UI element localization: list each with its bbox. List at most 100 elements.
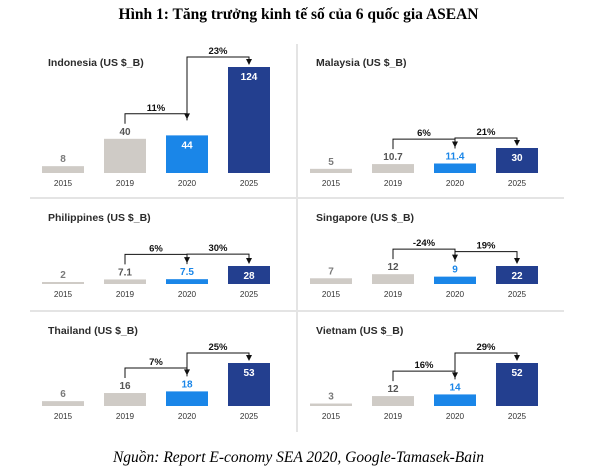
value-label-2015: 6 [60,389,66,400]
philippines-chart-svg: Philippines (US $_B) 2 2015 7.1 2019 7.5 2020 2… [42,212,270,299]
value-label-2020: 18 [181,379,193,390]
bar-2020 [166,391,208,406]
panel-singapore: Singapore (US $_B) 7 2015 12 2019 9 2020 22 2025… [298,199,564,310]
panel-title: Philippines (US $_B) [48,212,151,224]
value-label-2019: 12 [387,262,399,273]
growth-label: 30% [208,243,228,254]
value-label-2025: 22 [511,271,523,282]
growth-callout-2020-2025: 21% [454,127,520,149]
bar-2020 [434,276,476,284]
bar-2025 [496,266,538,284]
value-label-2015: 3 [328,392,334,403]
growth-callout-2019-2020: 6% [124,243,190,265]
growth-callout-2019-2020: -24% [392,238,458,261]
value-label-2025: 124 [241,72,258,83]
bar-2019 [372,164,414,173]
tick-label-2019: 2019 [116,179,135,188]
value-label-2019: 40 [119,127,131,138]
growth-callout-2019-2020: 7% [124,357,190,379]
bar-2025 [228,363,270,406]
growth-label: 7% [149,357,163,368]
growth-label: 6% [149,243,163,254]
chart-grid: Indonesia (US $_B) 8 2015 40 2019 44 2020 124 20… [30,44,564,432]
tick-label-2025: 2025 [240,412,259,421]
growth-bracket [454,137,518,149]
growth-callout-2019-2020: 6% [392,128,458,150]
value-label-2020: 14 [449,382,461,393]
panel-title: Thailand (US $_B) [48,325,138,337]
growth-label: 21% [476,127,496,138]
bar-2025 [228,67,270,173]
panel-philippines: Philippines (US $_B) 2 2015 7.1 2019 7.5 2020 2… [30,199,296,310]
value-label-2025: 53 [243,368,255,379]
growth-bracket [454,251,518,262]
figure-title: Hình 1: Tăng trưởng kinh tế số của 6 quố… [118,6,479,23]
bar-2025 [228,266,270,284]
value-label-2019: 12 [387,384,399,395]
tick-label-2020: 2020 [178,290,197,299]
bar-2015 [310,168,352,173]
bar-2020 [434,394,476,406]
bar-2015 [42,166,84,173]
value-label-2015: 7 [328,266,334,277]
bar-2019 [104,393,146,406]
tick-label-2015: 2015 [54,290,73,299]
bar-2019 [372,396,414,406]
value-label-2020: 9 [452,265,458,276]
tick-label-2019: 2019 [384,290,403,299]
tick-label-2025: 2025 [240,179,259,188]
panel-title: Vietnam (US $_B) [316,325,403,337]
value-label-2020: 44 [181,140,193,151]
tick-label-2020: 2020 [178,412,197,421]
tick-label-2025: 2025 [240,290,259,299]
growth-callout-2019-2020: 16% [392,360,458,382]
value-label-2019: 10.7 [383,152,403,163]
tick-label-2025: 2025 [508,179,527,188]
tick-label-2020: 2020 [446,179,465,188]
growth-callout-2020-2025: 19% [454,241,520,264]
bar-2020 [434,163,476,173]
tick-label-2019: 2019 [116,412,135,421]
growth-callout-2020-2025: 29% [454,342,520,380]
bar-2020 [166,135,208,173]
tick-label-2015: 2015 [54,412,73,421]
value-label-2019: 16 [119,381,131,392]
growth-bracket [124,367,188,379]
tick-label-2015: 2015 [322,412,341,421]
growth-label: 19% [476,241,496,252]
tick-label-2019: 2019 [384,412,403,421]
growth-label: 16% [414,360,434,371]
growth-arrowhead [514,258,520,264]
tick-label-2020: 2020 [446,412,465,421]
panel-title: Indonesia (US $_B) [48,57,144,69]
value-label-2025: 28 [243,271,255,282]
growth-arrowhead [514,355,520,361]
growth-callout-2020-2025: 25% [186,342,252,377]
tick-label-2025: 2025 [508,290,527,299]
tick-label-2025: 2025 [508,412,527,421]
growth-arrowhead [246,258,252,264]
value-label-2015: 2 [60,270,66,281]
thailand-chart-svg: Thailand (US $_B) 6 2015 16 2019 18 2020 53 2025… [42,325,270,421]
growth-bracket [186,253,250,265]
indonesia-chart-svg: Indonesia (US $_B) 8 2015 40 2019 44 2020 124 20… [42,46,270,188]
value-label-2025: 30 [511,153,523,164]
tick-label-2019: 2019 [384,179,403,188]
malaysia-chart-svg: Malaysia (US $_B) 5 2015 10.7 2019 11.4 2020 30… [310,57,538,188]
bar-2025 [496,363,538,406]
panel-indonesia: Indonesia (US $_B) 8 2015 40 2019 44 2020 124 20… [30,44,296,197]
growth-label: 6% [417,128,431,139]
figure-source: Nguồn: Report E-conomy SEA 2020, Google-… [112,449,485,466]
growth-bracket [124,113,188,124]
panel-malaysia: Malaysia (US $_B) 5 2015 10.7 2019 11.4 2020 30… [298,44,564,197]
value-label-2025: 52 [511,368,523,379]
value-label-2020: 7.5 [180,267,194,278]
bar-2019 [372,274,414,284]
growth-bracket [392,248,456,260]
value-label-2015: 5 [328,157,334,168]
growth-callout-2019-2020: 11% [124,103,190,124]
tick-label-2020: 2020 [178,179,197,188]
vietnam-chart-svg: Vietnam (US $_B) 3 2015 12 2019 14 2020 52 2025 1… [310,325,538,421]
singapore-chart-svg: Singapore (US $_B) 7 2015 12 2019 9 2020 22 2025… [310,212,538,299]
tick-label-2015: 2015 [322,179,341,188]
